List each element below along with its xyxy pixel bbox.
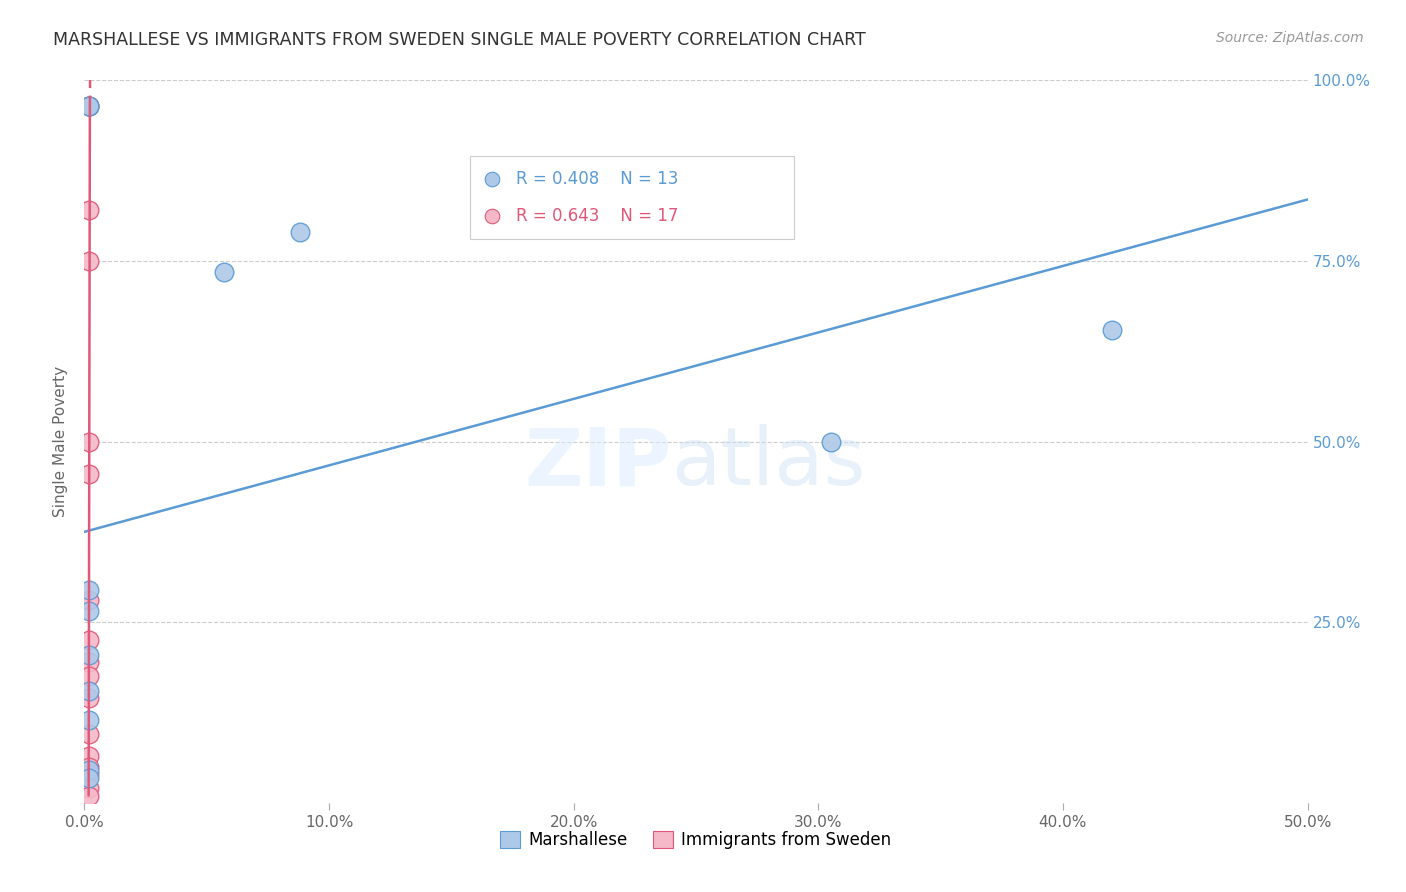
- Text: atlas: atlas: [672, 425, 866, 502]
- Point: [212, 265, 235, 279]
- Point: [77, 727, 100, 741]
- Point: [77, 467, 100, 481]
- Point: [77, 691, 100, 706]
- Point: [77, 781, 100, 796]
- Point: [1101, 322, 1123, 336]
- Legend: Marshallese, Immigrants from Sweden: Marshallese, Immigrants from Sweden: [494, 824, 898, 856]
- Point: [288, 225, 311, 239]
- Point: [77, 203, 100, 218]
- Point: [77, 713, 100, 727]
- Point: [77, 98, 100, 112]
- Point: [77, 748, 100, 763]
- Point: [77, 98, 100, 112]
- Point: [77, 593, 100, 607]
- Point: [77, 789, 100, 803]
- Point: [77, 253, 100, 268]
- Y-axis label: Single Male Poverty: Single Male Poverty: [53, 366, 69, 517]
- Point: [820, 434, 842, 449]
- Point: [77, 648, 100, 662]
- Point: [77, 683, 100, 698]
- Point: [77, 434, 100, 449]
- Text: MARSHALLESE VS IMMIGRANTS FROM SWEDEN SINGLE MALE POVERTY CORRELATION CHART: MARSHALLESE VS IMMIGRANTS FROM SWEDEN SI…: [53, 31, 866, 49]
- Text: R = 0.408    N = 13: R = 0.408 N = 13: [516, 170, 679, 188]
- Point: [77, 655, 100, 669]
- Point: [77, 633, 100, 648]
- Text: Source: ZipAtlas.com: Source: ZipAtlas.com: [1216, 31, 1364, 45]
- Point: [77, 582, 100, 597]
- FancyBboxPatch shape: [470, 156, 794, 239]
- Point: [77, 771, 100, 785]
- Point: [77, 669, 100, 683]
- Point: [77, 604, 100, 618]
- Text: R = 0.643    N = 17: R = 0.643 N = 17: [516, 207, 679, 225]
- Point: [77, 98, 100, 112]
- Text: ZIP: ZIP: [524, 425, 672, 502]
- Point: [77, 760, 100, 774]
- Point: [77, 767, 100, 781]
- Point: [77, 764, 100, 778]
- Point: [887, 172, 910, 186]
- Point: [887, 209, 910, 223]
- Point: [77, 98, 100, 112]
